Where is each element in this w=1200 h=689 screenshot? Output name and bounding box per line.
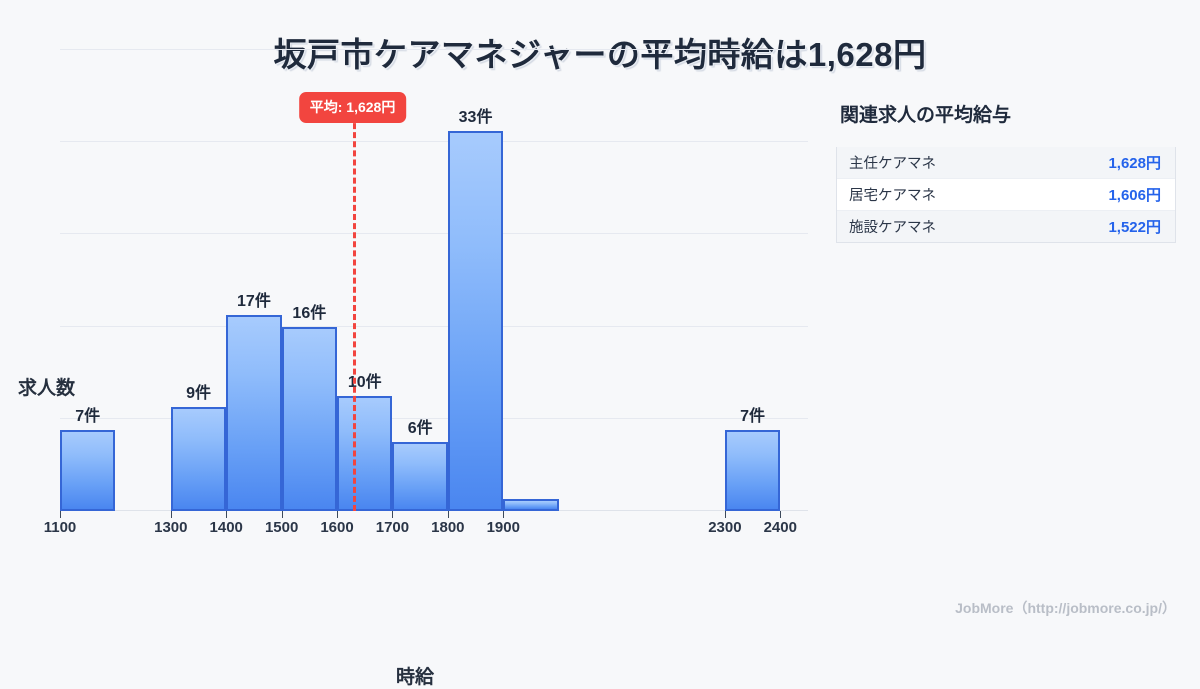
salary-row-label: 主任ケアマネ (849, 156, 936, 172)
salary-row-value: 1,522円 (1108, 219, 1161, 236)
x-axis-tick (447, 511, 449, 518)
average-line (352, 114, 356, 511)
x-axis-tick (170, 511, 172, 518)
histogram-bar (392, 441, 448, 511)
histogram-bar (226, 315, 282, 511)
x-axis-tick-label: 1500 (264, 519, 299, 536)
gridline (60, 141, 808, 143)
x-axis-tick-label: 1400 (209, 519, 243, 536)
x-axis-tick (337, 511, 339, 518)
x-axis-tick (281, 511, 283, 518)
x-axis-tick (60, 511, 61, 518)
histogram-bar (170, 407, 227, 511)
x-axis-tick-label: 1600 (320, 519, 354, 536)
histogram-bar (281, 326, 338, 511)
related-salary-table: 主任ケアマネ 1,628円居宅ケアマネ 1,606円施設ケアマネ 1,522円 (836, 147, 1176, 243)
salary-row-label: 居宅ケアマネ (849, 188, 936, 204)
plot-area: 7件 9件 17件 16件 10件 6件 33件 7件 1100 1300 1400 1500 1600… (44, 48, 808, 536)
x-axis-tick-label: 2300 (708, 519, 742, 536)
x-axis-tick (503, 511, 505, 518)
histogram-bar (337, 395, 393, 511)
salary-row-value: 1,628円 (1108, 155, 1161, 172)
gridline (60, 233, 808, 235)
x-axis-tick (392, 511, 394, 518)
gridline (60, 48, 808, 50)
bar-value-label: 16件 (292, 304, 327, 322)
page-title: 坂戸市ケアマネジャーの平均時給は1,628円 (273, 36, 927, 73)
bar-value-label: 17件 (237, 293, 271, 311)
salary-table-row: 居宅ケアマネ 1,606円 (837, 179, 1175, 211)
gridline (60, 325, 808, 327)
x-axis-tick-label: 1800 (431, 519, 465, 536)
histogram-chart: 求人数 7件 9件 17件 16件 10件 6件 33件 7件 1100 1300 1400 1500… (0, 48, 830, 688)
x-axis-tick-label: 1900 (486, 519, 520, 536)
x-axis-title: 時給 (395, 667, 434, 688)
salary-row-value: 1,606円 (1108, 187, 1161, 204)
bar-value-label: 33件 (458, 108, 493, 126)
x-axis-tick (724, 511, 726, 518)
bar-value-label: 7件 (75, 408, 101, 426)
related-salary-panel: 関連求人の平均給与 主任ケアマネ 1,628円居宅ケアマネ 1,606円施設ケアマネ… (836, 100, 1176, 243)
related-salary-title: 関連求人の平均給与 (840, 105, 1012, 126)
y-axis-title: 求人数 (18, 378, 76, 399)
histogram-bar (724, 430, 781, 511)
footer-attribution: JobMore（http://jobmore.co.jp/） (955, 600, 1176, 616)
salary-table-row: 主任ケアマネ 1,628円 (837, 147, 1175, 179)
x-axis-tick-label: 1700 (375, 519, 410, 536)
x-axis-tick-label: 1300 (154, 519, 188, 536)
salary-table-row: 施設ケアマネ 1,522円 (837, 211, 1175, 243)
bar-value-label: 9件 (186, 385, 211, 403)
histogram-bar (60, 430, 116, 511)
salary-row-label: 施設ケアマネ (849, 220, 936, 236)
x-axis-tick (226, 511, 228, 518)
bar-value-label: 7件 (740, 408, 766, 426)
x-axis-tick-label: 1100 (43, 519, 77, 536)
histogram-bar (447, 130, 504, 511)
x-axis-tick (780, 511, 782, 518)
bar-value-label: 10件 (347, 373, 382, 391)
histogram-bar (503, 499, 559, 511)
average-badge: 平均: 1,628円 (298, 92, 407, 123)
gridline (60, 417, 808, 419)
x-axis-tick-label: 2400 (763, 519, 797, 536)
